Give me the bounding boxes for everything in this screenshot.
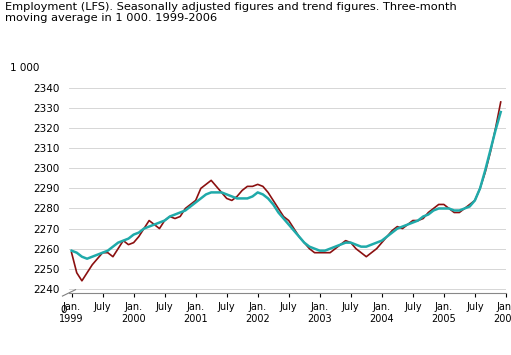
Text: Employment (LFS). Seasonally adjusted figures and trend figures. Three-month
mov: Employment (LFS). Seasonally adjusted fi…	[5, 2, 457, 23]
Text: 0: 0	[60, 305, 67, 315]
Text: 1 000: 1 000	[10, 64, 39, 73]
